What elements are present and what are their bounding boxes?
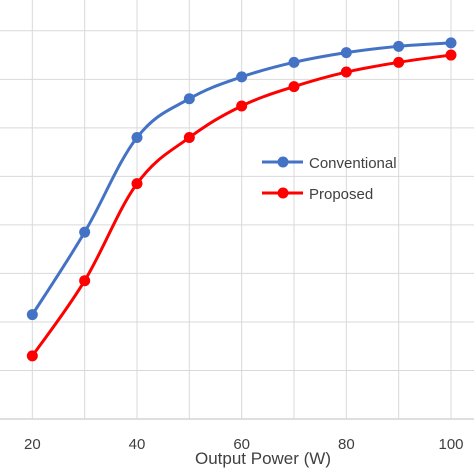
data-point-proposed <box>340 66 352 78</box>
legend: Conventional Proposed <box>262 155 397 203</box>
data-point-conventional <box>183 93 195 105</box>
data-point-conventional <box>131 132 143 144</box>
data-point-proposed <box>79 275 91 287</box>
data-point-proposed <box>236 100 248 112</box>
data-point-conventional <box>236 71 248 83</box>
legend-label-conventional: Conventional <box>309 155 397 172</box>
x-tick-label: 100 <box>438 436 463 453</box>
data-point-proposed <box>393 56 405 68</box>
data-point-proposed <box>131 178 143 190</box>
legend-marker-proposed <box>277 187 289 199</box>
data-point-conventional <box>288 56 300 68</box>
x-tick-label: 20 <box>24 436 41 453</box>
x-tick-label: 80 <box>338 436 355 453</box>
data-point-conventional <box>26 309 38 321</box>
data-point-proposed <box>26 350 38 362</box>
x-tick-label: 40 <box>129 436 146 453</box>
series-line-conventional <box>31 41 452 316</box>
series-layer <box>26 37 457 362</box>
data-point-conventional <box>393 40 405 52</box>
series-line-proposed <box>31 53 452 357</box>
data-point-conventional <box>79 226 91 238</box>
data-point-proposed <box>288 81 300 93</box>
data-point-proposed <box>445 49 457 61</box>
x-tick-label: 60 <box>233 436 250 453</box>
x-axis-title: Output Power (W) <box>195 449 331 468</box>
legend-marker-conventional <box>277 156 289 168</box>
legend-label-proposed: Proposed <box>309 186 373 203</box>
data-point-conventional <box>340 47 352 59</box>
data-point-conventional <box>445 37 457 49</box>
data-point-proposed <box>183 132 195 144</box>
x-tick-labels: 20 40 60 80 100 <box>24 436 464 453</box>
grid <box>0 0 474 420</box>
